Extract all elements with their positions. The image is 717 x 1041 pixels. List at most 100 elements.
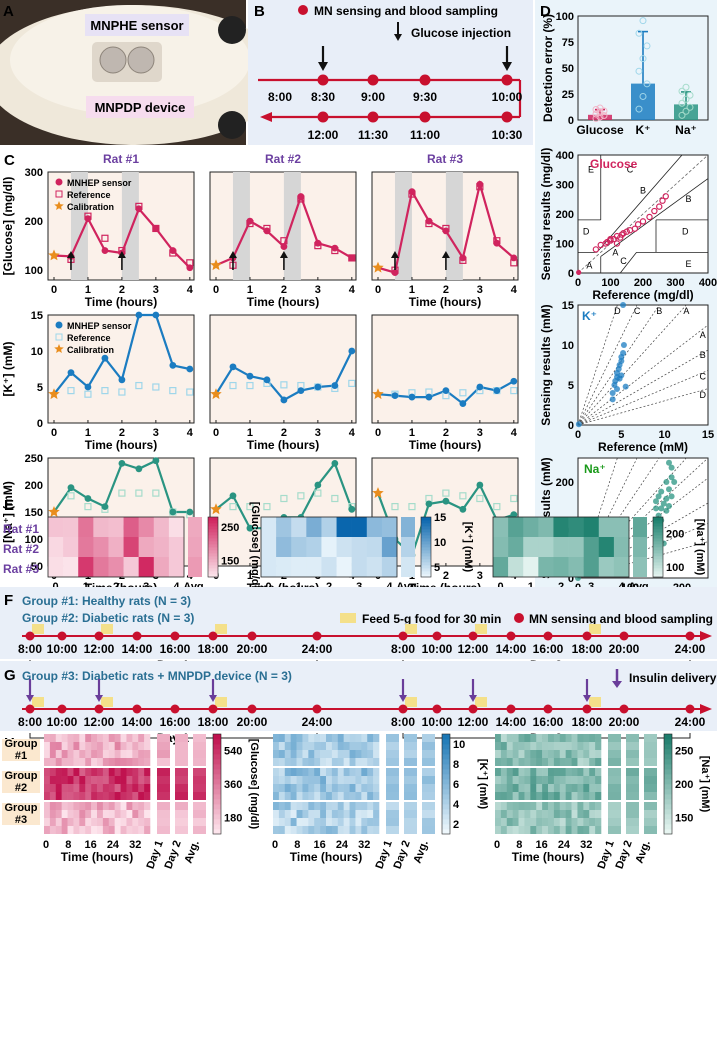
h-heat-cell bbox=[373, 742, 380, 750]
h-heat-cell bbox=[284, 802, 291, 810]
h-heat-cell bbox=[589, 734, 596, 742]
h-heat-cell bbox=[114, 792, 121, 800]
h-heat-cell bbox=[108, 758, 115, 766]
x-tick-label: 3 bbox=[477, 570, 483, 582]
h-heat-cell bbox=[524, 810, 531, 818]
reference-point bbox=[510, 387, 518, 395]
h-heat-cell bbox=[331, 784, 339, 792]
na-scatter-point bbox=[666, 503, 672, 509]
h-side-cell bbox=[626, 802, 639, 810]
na-scatter-point bbox=[663, 507, 670, 514]
timeline-tick: 16:00 bbox=[160, 642, 191, 656]
clarke-point bbox=[639, 218, 647, 225]
heat-cell bbox=[306, 557, 322, 577]
reference-point bbox=[67, 492, 75, 500]
timeline-tick: 16:00 bbox=[533, 715, 564, 729]
h-side-cell bbox=[422, 768, 435, 776]
h-side-cell bbox=[422, 784, 435, 792]
x-tick-label: 0 bbox=[213, 427, 219, 439]
h-heat-cell bbox=[495, 734, 502, 742]
h-heat-cell bbox=[536, 802, 543, 810]
h-heat-cell bbox=[331, 750, 339, 758]
food-legend: Feed 5-g food for 30 min bbox=[362, 612, 501, 626]
h-heat-cell bbox=[273, 826, 280, 834]
reference-point bbox=[135, 489, 143, 497]
h-side-cell bbox=[626, 810, 639, 818]
h-heat-cell bbox=[314, 826, 321, 834]
h-heat-cell bbox=[331, 810, 339, 818]
colorbar-segment bbox=[653, 535, 663, 539]
h-heat-cell bbox=[524, 826, 531, 834]
colorbar-segment bbox=[653, 547, 663, 551]
colorbar-segment bbox=[208, 541, 218, 545]
h-heat-cell bbox=[126, 802, 133, 810]
sampling-dot bbox=[398, 704, 408, 714]
h-heat-cell bbox=[518, 750, 525, 758]
food-marker bbox=[405, 624, 417, 634]
h-heat-cell bbox=[553, 758, 561, 766]
clarke-point bbox=[613, 240, 621, 247]
reference-point bbox=[280, 494, 288, 503]
x-tick-label: 0 bbox=[375, 284, 381, 296]
colorbar-segment bbox=[653, 553, 663, 557]
h-heat-cell bbox=[589, 750, 596, 758]
h-heat-cell bbox=[67, 750, 74, 758]
x-axis-label: Time (hours) bbox=[85, 438, 157, 452]
h-heat-cell bbox=[73, 802, 80, 810]
colorbar-segment bbox=[653, 544, 663, 548]
h-heat-cell bbox=[85, 742, 92, 750]
bar-y-tick: 75 bbox=[562, 37, 574, 49]
h-heat-cell bbox=[565, 758, 572, 766]
h-heat-cell bbox=[524, 734, 531, 742]
h-heat-cell bbox=[132, 792, 139, 800]
h-heat-cell bbox=[55, 792, 62, 800]
x-tick-label: 2 bbox=[443, 427, 449, 439]
h-heat-cell bbox=[108, 792, 115, 800]
injection-arrowhead bbox=[441, 251, 450, 258]
sensor-point bbox=[84, 495, 92, 502]
bar-datapoint bbox=[682, 95, 690, 103]
h-heat-cell bbox=[73, 818, 80, 826]
h-heat-cell bbox=[500, 768, 508, 776]
legend-calibration-marker bbox=[54, 201, 64, 210]
h-heat-cell bbox=[55, 750, 62, 758]
h-heat-cell bbox=[512, 768, 519, 776]
h-heat-cell bbox=[302, 826, 309, 834]
h-colorbar-segment bbox=[664, 799, 672, 805]
timeline-tick: 18:00 bbox=[198, 642, 229, 656]
reference-point bbox=[101, 234, 109, 242]
scatter-y-tick: 300 bbox=[556, 180, 574, 192]
clarke-point bbox=[646, 213, 653, 221]
h-side-cell bbox=[175, 826, 188, 834]
reference-point bbox=[84, 503, 92, 511]
h-side-cell bbox=[404, 792, 417, 800]
h-heat-cell bbox=[302, 818, 309, 826]
h-heat-cell bbox=[542, 734, 549, 742]
h-side-cell bbox=[422, 776, 435, 784]
h-x-tick: 16 bbox=[536, 839, 548, 851]
h-heat-cell bbox=[114, 826, 121, 834]
h-heat-cell bbox=[97, 818, 104, 826]
h-heat-cell bbox=[73, 776, 80, 784]
clarke-point bbox=[623, 228, 630, 235]
sampling-dot bbox=[582, 704, 592, 714]
panel-letter-g: G bbox=[4, 667, 16, 684]
h-heat-cell bbox=[326, 768, 333, 776]
h-heat-cell bbox=[273, 792, 280, 800]
h-heat-cell bbox=[495, 810, 502, 818]
x-tick-label: 1 bbox=[247, 284, 253, 296]
sampling-dot bbox=[543, 704, 553, 714]
h-heat-cell bbox=[355, 810, 362, 818]
colorbar-segment bbox=[208, 565, 218, 569]
h-heat-cell bbox=[530, 776, 537, 784]
heat-cell bbox=[48, 517, 64, 537]
h-heat-cell bbox=[583, 750, 590, 758]
h-heat-cell bbox=[49, 750, 57, 758]
h-side-cell bbox=[386, 750, 399, 758]
colorbar-segment bbox=[421, 574, 431, 578]
k-scatter-point bbox=[620, 350, 627, 356]
h-side-cell bbox=[193, 826, 206, 834]
h-heat-cell bbox=[349, 818, 356, 826]
bar bbox=[588, 114, 612, 120]
reference-point bbox=[152, 383, 160, 391]
